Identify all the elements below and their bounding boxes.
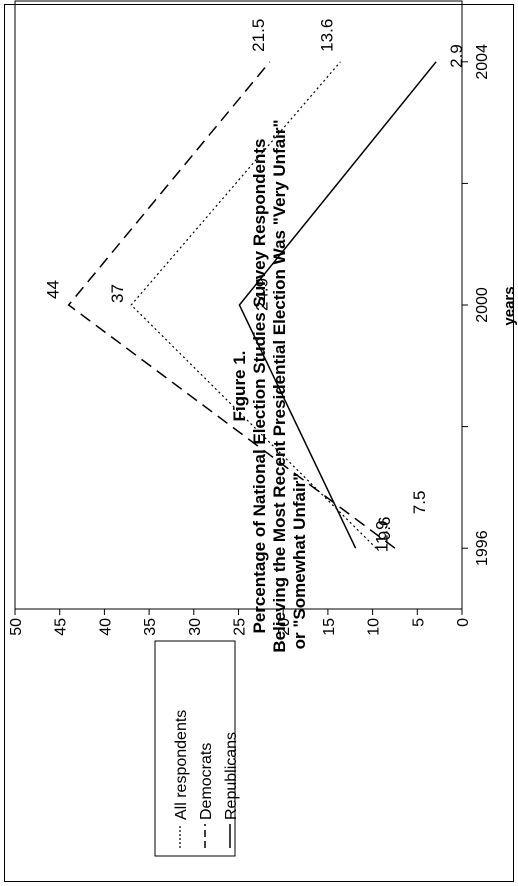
data-label: 13.6 [317, 19, 336, 52]
y-tick-label: 5 [410, 618, 427, 627]
legend-entry: All respondents [173, 710, 190, 820]
figure-frame [4, 4, 514, 882]
data-labels: 9.6 37 13.6 7.5 44 21.5 11.9 24.9 2.9 [44, 19, 466, 552]
y-tick-label: 20 [276, 618, 293, 636]
y-tick-label: 45 [53, 618, 70, 636]
data-label: 21.5 [249, 19, 268, 52]
y-axis: 50 45 40 35 30 25 20 15 10 5 0 [8, 609, 472, 636]
chart-title: Figure 1. [230, 351, 249, 422]
y-tick-label: 25 [232, 618, 249, 636]
chart-subtitle-line-3: or "Somewhat Unfair" [290, 473, 309, 650]
x-axis: 1996 2000 2004 [462, 44, 491, 566]
data-label: 9.6 [375, 517, 394, 541]
plot-area [14, 0, 463, 610]
y-tick-label: 40 [97, 618, 114, 636]
series-line-all-respondents [130, 61, 377, 549]
data-label: 44 [44, 280, 63, 299]
x-tick-label: 2000 [474, 287, 491, 323]
x-tick-label: 1996 [474, 530, 491, 566]
y-tick-label: 10 [366, 618, 383, 636]
series-lines [67, 61, 437, 549]
series-line-republicans [238, 61, 437, 549]
series-line-democrats [67, 61, 396, 549]
data-label: 37 [108, 284, 127, 303]
data-label: 7.5 [410, 491, 429, 515]
rotated-chart: Figure 1. Percentage of National Electio… [8, 0, 518, 857]
data-label: 2.9 [447, 44, 466, 68]
y-tick-label: 15 [321, 618, 338, 636]
legend-entry: Democrats [198, 743, 215, 820]
chart-subtitle-line-2: Believing the Most Recent Presidential E… [270, 119, 289, 652]
y-tick-label: 30 [187, 618, 204, 636]
data-label: 11.9 [373, 520, 392, 552]
y-tick-label: 35 [142, 618, 159, 636]
chart-subtitle-line-1: Percentage of National Election Studies … [250, 138, 269, 633]
y-tick-label: 0 [455, 618, 472, 627]
x-axis-label: years [501, 286, 518, 325]
legend-entry: Republicans [223, 732, 240, 820]
legend: All respondents Democrats Republicans [154, 640, 240, 857]
y-tick-label: 50 [8, 618, 25, 636]
data-label: 24.9 [252, 278, 271, 311]
legend-box [154, 640, 236, 857]
x-tick-label: 2004 [474, 44, 491, 80]
